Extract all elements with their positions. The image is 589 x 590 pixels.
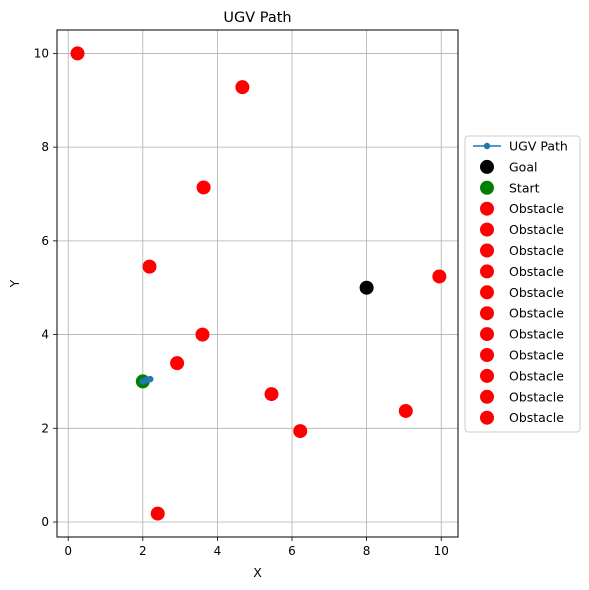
legend-swatch-marker [480,327,494,342]
legend-entry-label: Obstacle [509,410,564,425]
legend-swatch-marker [480,264,494,279]
obstacle-point [264,387,279,402]
x-axis-label: X [253,565,262,580]
obstacle-point [150,506,165,521]
legend-swatch-marker [480,389,494,404]
obstacle-point [195,327,210,342]
legend: UGV Path Goal Start Obstacle Obstacle Obstacl… [464,135,581,433]
legend-swatch-marker [480,222,494,237]
obstacle-point [398,403,413,418]
legend-swatch-marker [480,243,494,258]
y-tick-label: 4 [41,328,49,342]
legend-swatch-marker [480,368,494,383]
legend-entry-label: Obstacle [509,368,564,383]
legend-entry-label: Obstacle [509,222,564,237]
legend-swatch-marker [480,306,494,321]
y-tick-label: 10 [34,46,49,60]
legend-swatch-marker [480,410,494,425]
obstacle-point [142,259,157,274]
obstacle-point [170,356,185,371]
ugv-path-marker [147,375,154,383]
x-tick-label: 8 [363,544,371,558]
plot-area-frame [56,29,459,538]
legend-swatch-marker [480,159,494,174]
legend-entry-label: Obstacle [509,348,564,363]
legend-swatch-marker [480,285,494,300]
legend-swatch-marker [480,348,494,362]
goal-point [359,280,374,295]
x-tick-label: 10 [434,544,449,558]
axis-ticks: 0 2 4 6 8 10 0 2 4 6 8 10 [34,46,449,558]
obstacle-point [235,80,250,95]
y-tick-label: 8 [41,140,49,154]
legend-entry-label: Obstacle [509,306,564,321]
x-tick-label: 4 [214,544,222,558]
legend-swatch-marker [480,201,494,216]
data-layer [70,46,447,521]
legend-entry-label: Goal [509,159,537,174]
obstacle-point [432,269,447,284]
grid-lines [57,30,458,537]
legend-swatch-marker [480,180,494,195]
legend-swatch-marker [483,142,491,150]
legend-entry-label: UGV Path [509,139,568,154]
legend-entry-label: Obstacle [509,389,564,404]
y-tick-label: 2 [41,421,49,435]
legend-entry-label: Obstacle [509,201,564,216]
obstacle-point [70,46,85,61]
x-tick-label: 0 [64,544,72,558]
legend-entry-label: Obstacle [509,327,564,342]
legend-entry-label: Obstacle [509,243,564,258]
obstacle-point [293,424,308,439]
y-axis-label: Y [7,279,22,288]
legend-entry-label: Start [509,180,540,195]
y-tick-label: 0 [41,515,49,529]
chart-title: UGV Path [223,10,291,26]
y-tick-label: 6 [41,234,49,248]
legend-entry-label: Obstacle [509,285,564,300]
obstacle-point [196,180,211,195]
x-tick-label: 2 [139,544,147,558]
x-tick-label: 6 [288,544,296,558]
legend-entry-label: Obstacle [509,264,564,279]
